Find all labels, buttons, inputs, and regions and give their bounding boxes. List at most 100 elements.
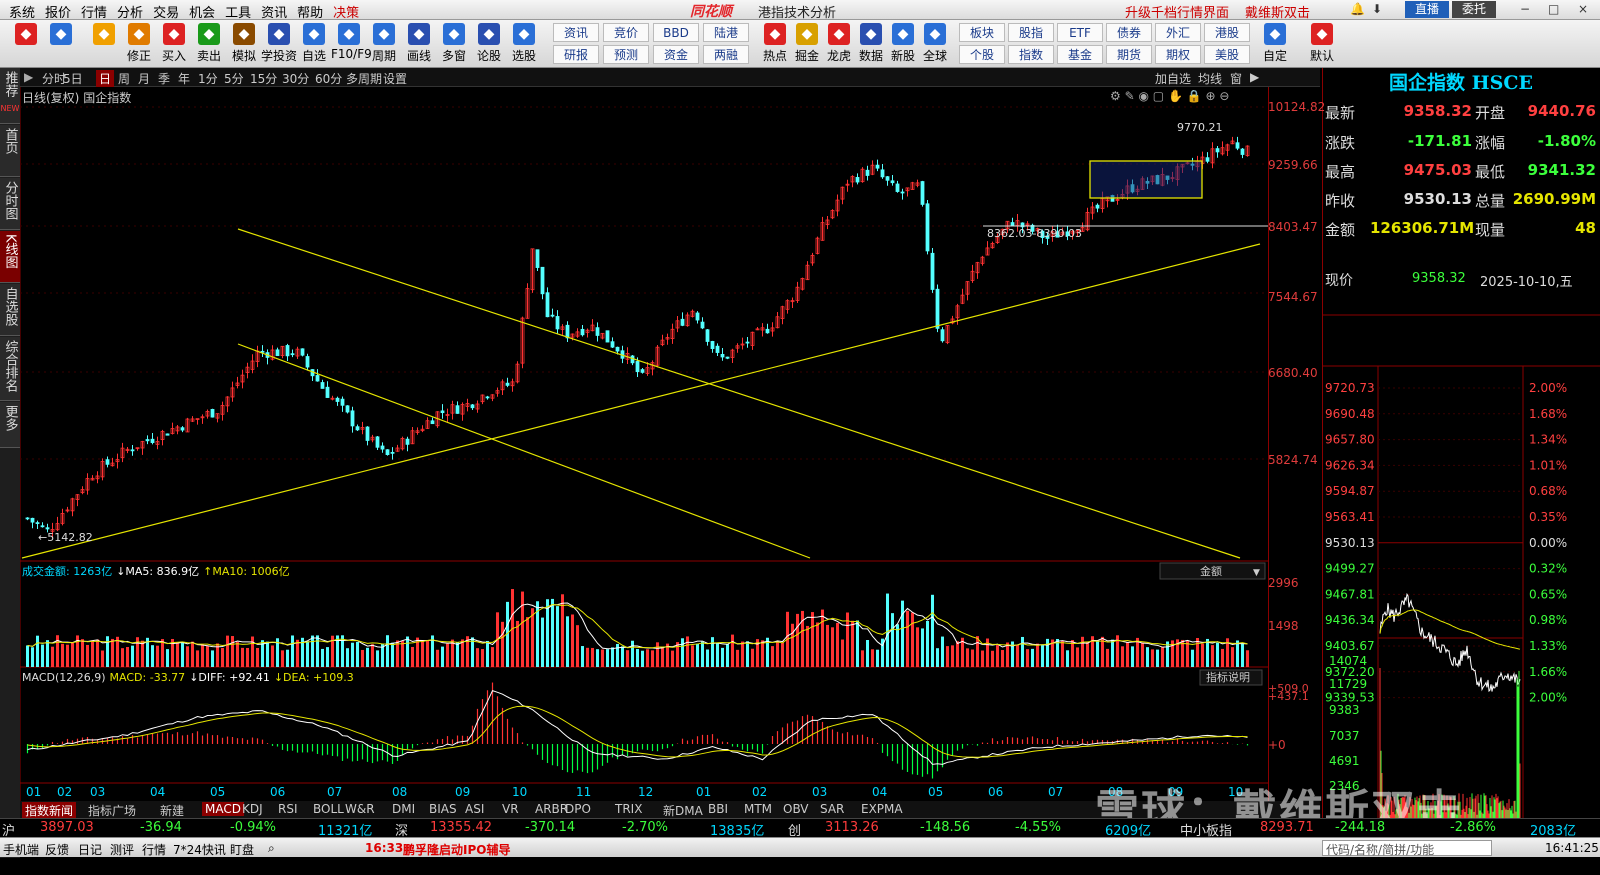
sell-button[interactable]: ◆ 卖出 bbox=[191, 23, 227, 64]
user-name[interactable]: 戴维斯双击 bbox=[1245, 6, 1311, 21]
leftnav-recommend[interactable]: 推荐 NEW bbox=[0, 68, 20, 124]
indicator-tab-12[interactable]: ARBR bbox=[535, 802, 569, 816]
kline-chart-area[interactable]: 8362.03-8390.03 9770.21 ←5142.82 成交金额: 1263… bbox=[19, 87, 1320, 805]
toolbar2-3-top[interactable]: 债券 bbox=[1106, 23, 1152, 42]
ma-button[interactable]: 均线 bbox=[1198, 72, 1223, 86]
toolbar2-4-top[interactable]: 外汇 bbox=[1155, 23, 1201, 42]
entrust-button[interactable]: 委托 bbox=[1452, 1, 1496, 18]
zoom-in-icon[interactable]: ⊕ bbox=[1205, 89, 1216, 103]
menu-quote[interactable]: 报价 bbox=[45, 6, 72, 21]
trend-line[interactable] bbox=[237, 343, 811, 559]
volume-selector[interactable] bbox=[1159, 562, 1266, 580]
custom-button[interactable]: ◆ 自定 bbox=[1257, 23, 1293, 64]
leftnav-more[interactable]: 更多 bbox=[0, 402, 20, 448]
hand-icon[interactable]: ✋ bbox=[1167, 89, 1183, 103]
menu-help[interactable]: 帮助 bbox=[297, 6, 324, 21]
leftnav-ranking[interactable]: 综合排名 bbox=[0, 337, 20, 401]
news-headline[interactable]: 鹏孚隆启动IPO辅导 bbox=[403, 843, 511, 857]
indicator-tab-13[interactable]: DPO bbox=[565, 802, 591, 816]
sz-value[interactable]: 13355.42 bbox=[430, 820, 493, 835]
dragon-button[interactable]: ◆ 龙虎 bbox=[821, 23, 857, 64]
indicator-tab-7[interactable]: W&R bbox=[345, 802, 375, 816]
period-10[interactable]: 30分 bbox=[282, 72, 310, 86]
chevron-down-icon[interactable]: ▼ bbox=[1253, 568, 1260, 578]
toolbar-2-top[interactable]: BBD bbox=[653, 23, 699, 42]
code-search-input[interactable]: 代码/名称/简拼/功能 bbox=[1322, 840, 1492, 857]
toolbar2-1-bottom[interactable]: 指数 bbox=[1008, 45, 1054, 64]
consolidation-box[interactable] bbox=[1089, 160, 1203, 199]
indicator-tab-3[interactable]: MACD bbox=[202, 802, 244, 816]
status-watch[interactable]: 盯盘 bbox=[230, 843, 255, 857]
period-3[interactable]: 周 bbox=[118, 72, 131, 86]
toolbar2-3-bottom[interactable]: 期货 bbox=[1106, 45, 1152, 64]
toolbar-0-top[interactable]: 资讯 bbox=[553, 23, 599, 42]
menu-market[interactable]: 行情 bbox=[81, 6, 108, 21]
ipo-button[interactable]: ◆ 新股 bbox=[885, 23, 921, 64]
cy-value[interactable]: 3113.26 bbox=[825, 820, 879, 835]
toolbar2-0-bottom[interactable]: 个股 bbox=[959, 45, 1005, 64]
period-0[interactable]: 分时 bbox=[42, 72, 67, 86]
leftnav-timeshare[interactable]: 分时图 bbox=[0, 178, 20, 230]
eye-icon[interactable]: ◉ bbox=[1138, 89, 1149, 103]
status-flash[interactable]: 7*24快讯 bbox=[173, 843, 226, 857]
arrow-updown-button[interactable]: ◆ 修正 bbox=[121, 23, 157, 64]
toolbar2-5-bottom[interactable]: 美股 bbox=[1204, 45, 1250, 64]
indicator-tab-11[interactable]: VR bbox=[502, 802, 519, 816]
menu-opportunity[interactable]: 机会 bbox=[189, 6, 216, 21]
windows-button[interactable]: ◆ 多窗 bbox=[436, 23, 472, 64]
period-8[interactable]: 5分 bbox=[224, 72, 244, 86]
indicator-tab-10[interactable]: ASI bbox=[465, 802, 485, 816]
toolbar2-2-bottom[interactable]: 基金 bbox=[1057, 45, 1103, 64]
indicator-tab-15[interactable]: 新DMA bbox=[663, 804, 703, 818]
status-feedback[interactable]: 反馈 bbox=[45, 843, 70, 857]
toolbar2-1-top[interactable]: 股指 bbox=[1008, 23, 1054, 42]
indicator-tab-16[interactable]: BBI bbox=[708, 802, 729, 816]
search-stock-button[interactable]: ◆ 选股 bbox=[506, 23, 542, 64]
close-icon[interactable]: × bbox=[1578, 2, 1589, 16]
leftnav-kline[interactable]: K线图 bbox=[0, 231, 20, 283]
back-button[interactable]: ◆ bbox=[86, 23, 122, 45]
globe-button[interactable]: ◆ 全球 bbox=[917, 23, 953, 64]
period-6[interactable]: 年 bbox=[178, 72, 191, 86]
indicator-tab-19[interactable]: SAR bbox=[820, 802, 845, 816]
talk-button[interactable]: ◆ 论股 bbox=[471, 23, 507, 64]
download-icon[interactable]: ⬇ bbox=[1372, 2, 1383, 16]
indicator-tab-17[interactable]: MTM bbox=[744, 802, 773, 816]
zx-value[interactable]: 8293.71 bbox=[1260, 820, 1314, 835]
toolbar-0-bottom[interactable]: 研报 bbox=[553, 45, 599, 64]
toolbar-2-bottom[interactable]: 资金 bbox=[653, 45, 699, 64]
f10-button[interactable]: ◆ F10/F9 bbox=[331, 23, 372, 61]
fire-button[interactable]: ◆ 热点 bbox=[757, 23, 793, 64]
period-12[interactable]: 多周期 bbox=[346, 72, 383, 86]
bell-icon[interactable]: 🔔 bbox=[1350, 2, 1365, 16]
pe-button[interactable]: ◆ 数据 bbox=[853, 23, 889, 64]
window-button[interactable]: 窗 bbox=[1230, 72, 1243, 86]
indicator-tab-8[interactable]: DMI bbox=[392, 802, 416, 816]
toolbar-1-bottom[interactable]: 预测 bbox=[603, 45, 649, 64]
lock-icon[interactable]: 🔒 bbox=[1186, 89, 1202, 103]
sh-value[interactable]: 3897.03 bbox=[40, 820, 94, 835]
trend-line[interactable] bbox=[21, 243, 1261, 559]
star-button[interactable]: ◆ 自选 bbox=[296, 23, 332, 64]
play-icon[interactable]: ▶ bbox=[24, 70, 34, 84]
toolbar-3-bottom[interactable]: 两融 bbox=[703, 45, 749, 64]
leftnav-watchlist[interactable]: 自选股 bbox=[0, 284, 20, 336]
status-market[interactable]: 行情 bbox=[142, 843, 167, 857]
toolbar2-0-top[interactable]: 板块 bbox=[959, 23, 1005, 42]
menu-tools[interactable]: 工具 bbox=[225, 6, 252, 21]
minimize-icon[interactable]: − bbox=[1520, 2, 1531, 16]
toolbar-1-top[interactable]: 竞价 bbox=[603, 23, 649, 42]
kline-chart-svg[interactable]: 8362.03-8390.03 9770.21 ←5142.82 成交金额: 1263… bbox=[19, 87, 1320, 805]
pen-button[interactable]: ◆ 画线 bbox=[401, 23, 437, 64]
menu-trade[interactable]: 交易 bbox=[153, 6, 180, 21]
intraday-chart-svg[interactable]: 9720.73 2.00% 9690.48 1.68% 9657.80 1.34% 9626… bbox=[1323, 68, 1600, 818]
period-9[interactable]: 15分 bbox=[250, 72, 278, 86]
upgrade-link[interactable]: 升级千档行情界面 bbox=[1125, 6, 1230, 21]
fullscreen-icon[interactable]: ▶ bbox=[1250, 70, 1260, 84]
indicator-tab-0[interactable]: 指数新闻 bbox=[22, 802, 77, 819]
menu-decision[interactable]: 决策 bbox=[333, 6, 360, 21]
indicator-tab-6[interactable]: BOLL bbox=[313, 802, 344, 816]
toolbar2-5-top[interactable]: 港股 bbox=[1204, 23, 1250, 42]
trend-line[interactable] bbox=[237, 228, 1241, 559]
gold-button[interactable]: ◆ 掘金 bbox=[789, 23, 825, 64]
